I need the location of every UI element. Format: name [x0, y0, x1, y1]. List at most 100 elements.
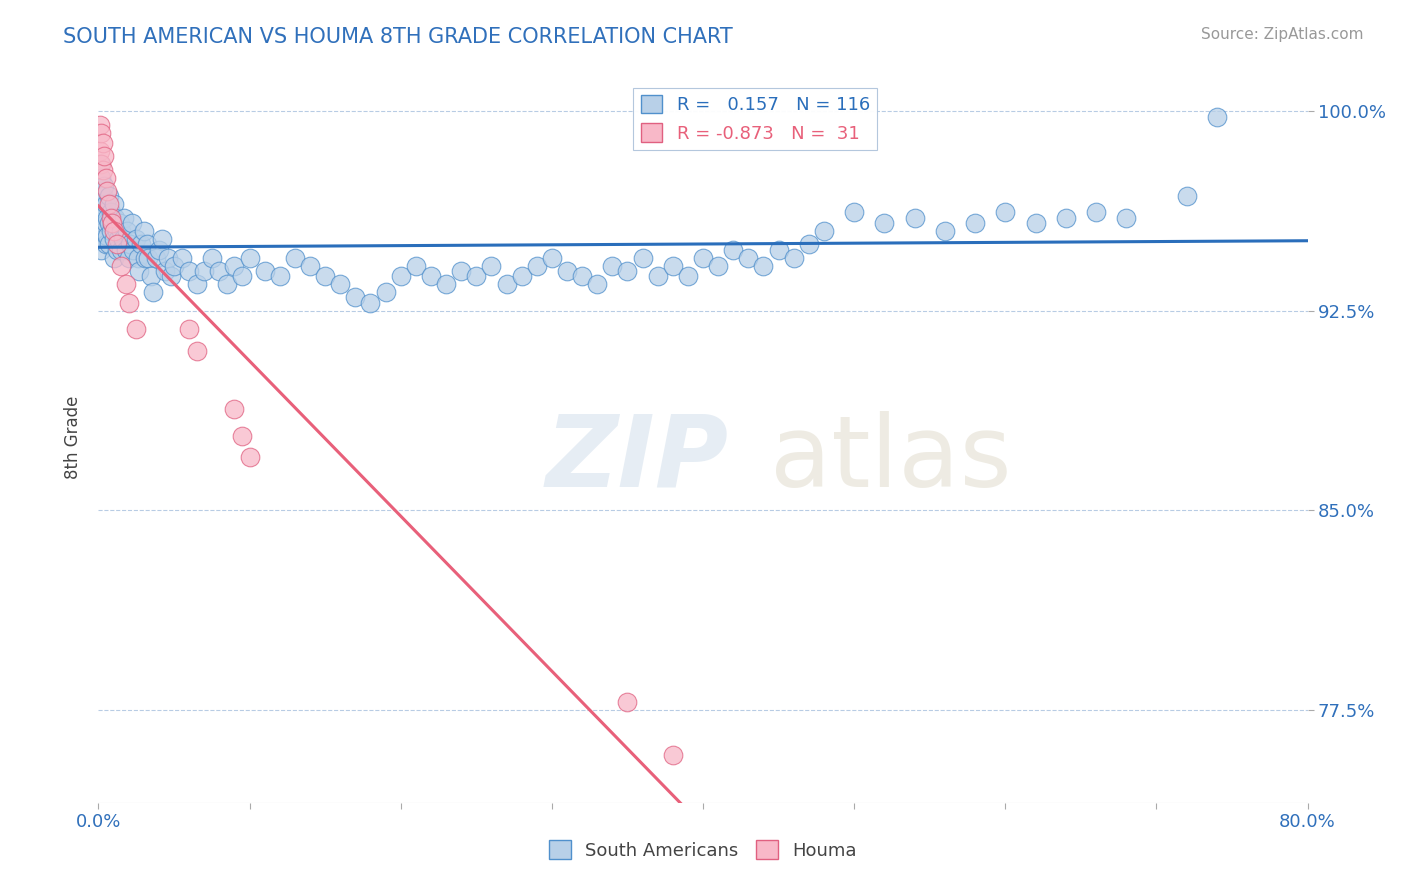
Point: [90, 224, 112, 238]
Text: SOUTH AMERICAN VS HOUMA 8TH GRADE CORRELATION CHART: SOUTH AMERICAN VS HOUMA 8TH GRADE CORREL…: [63, 27, 733, 46]
Point: [153, 264, 176, 278]
Point: [934, 224, 956, 238]
Point: [661, 259, 683, 273]
Point: [186, 343, 208, 358]
Point: [510, 269, 533, 284]
Point: [145, 251, 167, 265]
Point: [692, 251, 714, 265]
Point: [120, 237, 142, 252]
Point: [586, 277, 609, 292]
Point: [90, 126, 112, 140]
Point: [89, 144, 111, 158]
Point: [105, 224, 128, 238]
Point: [329, 277, 352, 292]
Point: [873, 216, 896, 230]
Point: [93, 205, 115, 219]
Point: [201, 251, 224, 265]
Point: [98, 189, 121, 203]
Point: [100, 211, 122, 225]
Point: [105, 243, 128, 257]
Point: [631, 251, 654, 265]
Point: [90, 211, 112, 225]
Point: [118, 251, 141, 265]
Point: [374, 285, 396, 299]
Point: [114, 243, 136, 257]
Point: [405, 259, 427, 273]
Point: [89, 118, 111, 132]
Point: [813, 224, 835, 238]
Point: [100, 224, 122, 238]
Point: [96, 184, 118, 198]
Point: [1024, 216, 1046, 230]
Point: [104, 211, 127, 225]
Point: [160, 269, 183, 284]
Point: [101, 216, 124, 230]
Point: [768, 243, 790, 257]
Point: [1054, 211, 1077, 225]
Point: [96, 229, 118, 244]
Point: [100, 205, 122, 219]
Text: Source: ZipAtlas.com: Source: ZipAtlas.com: [1201, 27, 1364, 42]
Point: [299, 259, 322, 273]
Point: [616, 695, 638, 709]
Point: [616, 264, 638, 278]
Point: [136, 251, 159, 265]
Point: [121, 216, 143, 230]
Point: [555, 264, 578, 278]
Point: [91, 232, 114, 246]
Point: [269, 269, 291, 284]
Point: [142, 285, 165, 299]
Point: [125, 322, 148, 336]
Point: [128, 264, 150, 278]
Point: [89, 184, 111, 198]
Point: [94, 216, 117, 230]
Point: [344, 290, 367, 304]
Point: [602, 259, 624, 273]
Point: [111, 232, 134, 246]
Point: [571, 269, 593, 284]
Point: [89, 197, 111, 211]
Point: [215, 277, 238, 292]
Point: [186, 277, 208, 292]
Point: [110, 224, 132, 238]
Point: [231, 269, 253, 284]
Point: [108, 216, 131, 230]
Point: [224, 402, 246, 417]
Point: [193, 264, 215, 278]
Point: [239, 450, 262, 464]
Point: [434, 277, 457, 292]
Y-axis label: 8th Grade: 8th Grade: [65, 395, 83, 479]
Point: [737, 251, 759, 265]
Point: [122, 243, 145, 257]
Point: [647, 269, 669, 284]
Point: [103, 251, 125, 265]
Point: [105, 237, 128, 252]
Point: [707, 259, 730, 273]
Point: [1085, 205, 1108, 219]
Point: [150, 232, 173, 246]
Point: [98, 237, 121, 252]
Text: atlas: atlas: [769, 410, 1011, 508]
Point: [284, 251, 307, 265]
Point: [127, 251, 149, 265]
Point: [495, 277, 517, 292]
Point: [103, 232, 125, 246]
Point: [481, 259, 503, 273]
Point: [125, 232, 148, 246]
Point: [129, 237, 152, 252]
Point: [661, 747, 683, 762]
Point: [93, 149, 115, 163]
Point: [844, 205, 866, 219]
Point: [98, 197, 121, 211]
Point: [91, 189, 114, 203]
Point: [904, 211, 927, 225]
Point: [96, 211, 118, 225]
Point: [420, 269, 443, 284]
Point: [163, 259, 186, 273]
Point: [94, 237, 117, 252]
Point: [103, 197, 125, 211]
Point: [93, 178, 115, 193]
Point: [783, 251, 806, 265]
Point: [231, 429, 253, 443]
Point: [101, 216, 124, 230]
